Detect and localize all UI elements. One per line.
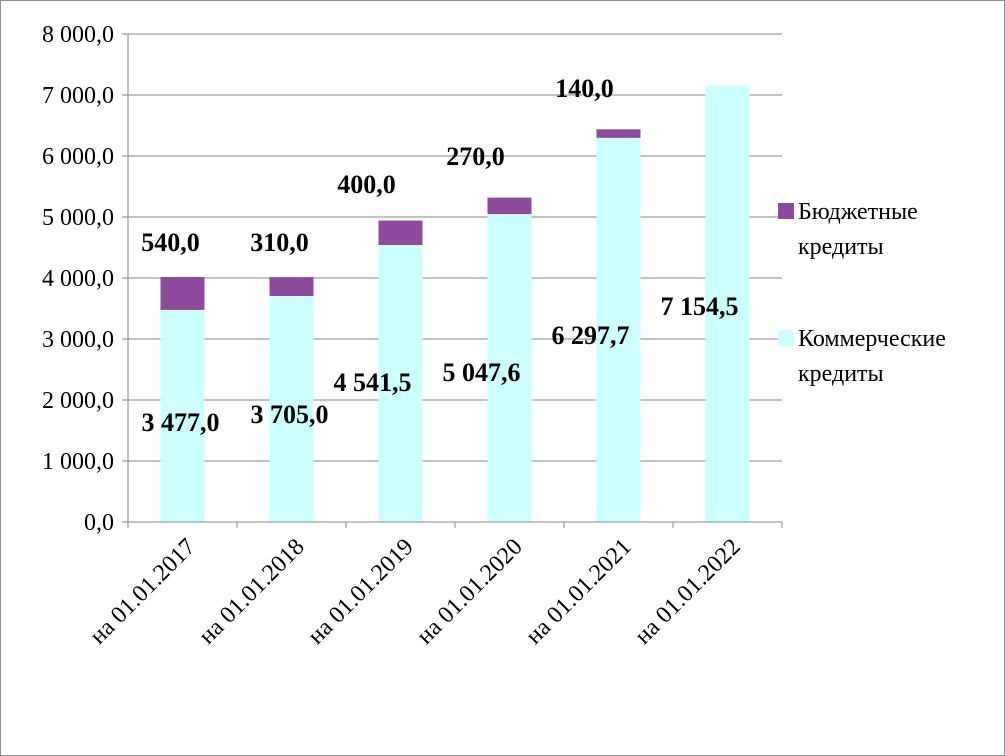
bar-segment <box>705 85 750 522</box>
commercial-data-label: 3 477,0 <box>142 408 220 437</box>
bar-segment <box>269 277 314 296</box>
legend-label: Коммерческие <box>798 326 946 352</box>
y-tick-label: 5 000,0 <box>42 205 114 231</box>
commercial-data-label: 6 297,7 <box>552 321 630 350</box>
legend-label: Бюджетные <box>798 199 918 225</box>
bar-segment <box>269 295 314 522</box>
x-category-label: на 01.01.2017 <box>85 534 201 650</box>
y-tick-label: 0,0 <box>84 510 114 536</box>
bar-segment <box>160 276 205 310</box>
x-category-label: на 01.01.2022 <box>630 534 746 650</box>
x-category-label: на 01.01.2018 <box>194 534 310 650</box>
commercial-data-label: 4 541,5 <box>334 368 412 397</box>
commercial-data-label: 7 154,5 <box>661 292 739 321</box>
y-tick-label: 4 000,0 <box>42 266 114 292</box>
bar-segment <box>378 220 423 245</box>
x-category-label: на 01.01.2021 <box>521 534 637 650</box>
budget-data-label: 270,0 <box>446 142 505 171</box>
legend-label: кредиты <box>798 234 884 260</box>
y-tick-label: 6 000,0 <box>42 144 114 170</box>
x-category-label: на 01.01.2020 <box>412 534 528 650</box>
budget-data-label: 310,0 <box>250 228 309 257</box>
bar-segment <box>596 137 641 522</box>
y-tick-label: 8 000,0 <box>42 22 114 48</box>
y-tick-label: 2 000,0 <box>42 388 114 414</box>
budget-data-label: 400,0 <box>337 170 396 199</box>
legend-swatch <box>778 203 794 219</box>
legend-swatch <box>778 330 794 346</box>
commercial-data-label: 5 047,6 <box>443 358 521 387</box>
bar-segment <box>378 244 423 522</box>
budget-data-label: 540,0 <box>141 228 200 257</box>
x-category-label: на 01.01.2019 <box>303 534 419 650</box>
legend-label: кредиты <box>798 361 884 387</box>
budget-data-label: 140,0 <box>555 74 614 103</box>
y-tick-label: 3 000,0 <box>42 327 114 353</box>
y-tick-label: 1 000,0 <box>42 449 114 475</box>
bar-segment <box>487 214 532 522</box>
y-tick-label: 7 000,0 <box>42 83 114 109</box>
bar-segment <box>487 197 532 215</box>
bar-segment <box>160 309 205 522</box>
commercial-data-label: 3 705,0 <box>251 400 329 429</box>
bar-segment <box>596 129 641 138</box>
